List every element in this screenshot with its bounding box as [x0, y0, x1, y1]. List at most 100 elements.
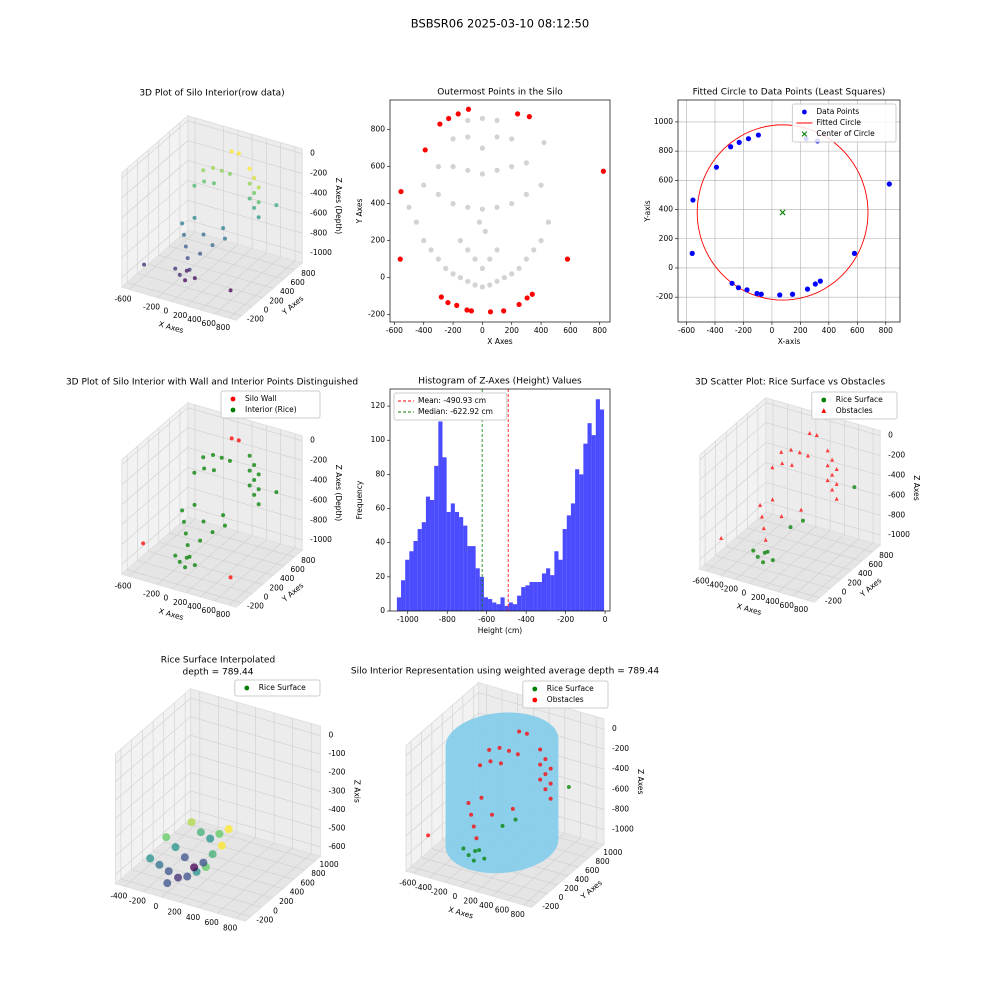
- histogram-bar: [405, 559, 410, 611]
- point: [256, 200, 261, 205]
- point: [471, 858, 476, 863]
- y-tick-label: 200: [269, 296, 284, 305]
- point: [548, 766, 553, 771]
- y-tick-label: 200: [371, 236, 386, 245]
- y-tick-label: -200: [247, 315, 264, 324]
- point: [435, 256, 441, 262]
- point: [509, 136, 515, 142]
- y-tick-label: -200: [368, 310, 385, 319]
- point: [247, 483, 252, 488]
- point: [173, 553, 178, 558]
- point: [515, 111, 521, 117]
- y-tick-label: 1000: [320, 860, 339, 869]
- x-tick-label: 400: [187, 602, 202, 611]
- y-tick-label: 400: [858, 569, 873, 578]
- point: [510, 806, 515, 811]
- point: [210, 243, 215, 248]
- point: [450, 164, 456, 170]
- point: [247, 468, 252, 473]
- histogram-bar: [401, 580, 406, 611]
- z-tick-label: -800: [310, 228, 327, 237]
- point: [758, 502, 763, 507]
- grid-line: [736, 422, 852, 571]
- point: [465, 117, 471, 123]
- point: [529, 291, 535, 297]
- legend-box: [791, 103, 897, 143]
- grid-line: [115, 790, 321, 857]
- point: [211, 468, 216, 473]
- point: [538, 747, 543, 752]
- point: [728, 144, 734, 150]
- point: [162, 833, 171, 842]
- point: [779, 514, 784, 519]
- histogram-bar: [479, 576, 484, 611]
- point: [487, 747, 492, 752]
- legend-label: Median: -622.92 cm: [418, 407, 493, 416]
- x-tick-label: 800: [879, 326, 894, 335]
- point: [509, 201, 515, 207]
- grid-line: [174, 702, 305, 871]
- point: [247, 166, 252, 171]
- x-tick-label: -600: [678, 326, 695, 335]
- point: [227, 171, 232, 176]
- y-tick-label: -200: [542, 902, 559, 911]
- grid-line: [128, 117, 196, 290]
- grid-line: [217, 718, 293, 914]
- point: [755, 132, 762, 138]
- legend-label: Rice Surface: [259, 683, 306, 692]
- grid-line: [228, 146, 296, 319]
- point: [473, 848, 478, 853]
- pane: [120, 516, 304, 608]
- grid-line: [725, 432, 841, 580]
- x-tick-label: 600: [850, 326, 865, 335]
- grid-line: [715, 441, 831, 589]
- point: [479, 284, 485, 290]
- point: [515, 752, 520, 757]
- y-axis-label: Frequency: [355, 480, 364, 519]
- histogram-bar: [413, 540, 418, 611]
- point: [797, 450, 802, 455]
- x-tick-label: -400: [706, 326, 723, 335]
- point: [457, 275, 463, 281]
- point: [177, 559, 182, 564]
- point: [735, 285, 742, 291]
- x-tick-label: -600: [114, 581, 131, 590]
- grid-line: [507, 712, 581, 901]
- point: [523, 191, 530, 197]
- x-tick-label: -400: [707, 580, 724, 589]
- histogram-bar: [529, 581, 534, 611]
- grid-line: [121, 219, 303, 278]
- pane: [698, 511, 882, 603]
- z-tick-label: -200: [328, 768, 345, 777]
- point: [247, 196, 252, 201]
- point: [422, 147, 428, 153]
- x-tick-label: 200: [167, 907, 182, 916]
- point: [476, 219, 483, 225]
- x-tick-label: 600: [563, 326, 578, 335]
- grid-line: [704, 450, 820, 598]
- z-tick-label: -400: [310, 188, 327, 197]
- point: [834, 481, 839, 486]
- histogram-bar: [591, 435, 596, 611]
- point: [252, 190, 257, 195]
- y-tick-label: 800: [301, 556, 316, 565]
- y-tick-label: -200: [256, 916, 273, 925]
- legend-marker: [821, 397, 827, 403]
- y-tick-label: 0: [842, 588, 847, 597]
- point: [196, 828, 205, 837]
- z-axis-label: Z Axis: [352, 780, 361, 803]
- point: [501, 308, 507, 314]
- y-tick-label: 0: [264, 306, 269, 315]
- point: [228, 288, 233, 293]
- x-tick-label: 200: [505, 326, 520, 335]
- figure-title: BSBSR06 2025-03-10 08:12:50: [411, 17, 589, 31]
- y-tick-label: 0: [273, 906, 278, 915]
- histogram-bar: [579, 474, 584, 611]
- y-tick-label: 400: [280, 287, 295, 296]
- x-tick-label: 0: [453, 892, 458, 901]
- grid-line: [198, 712, 275, 909]
- point: [181, 519, 186, 524]
- point: [185, 543, 190, 548]
- point: [817, 278, 823, 284]
